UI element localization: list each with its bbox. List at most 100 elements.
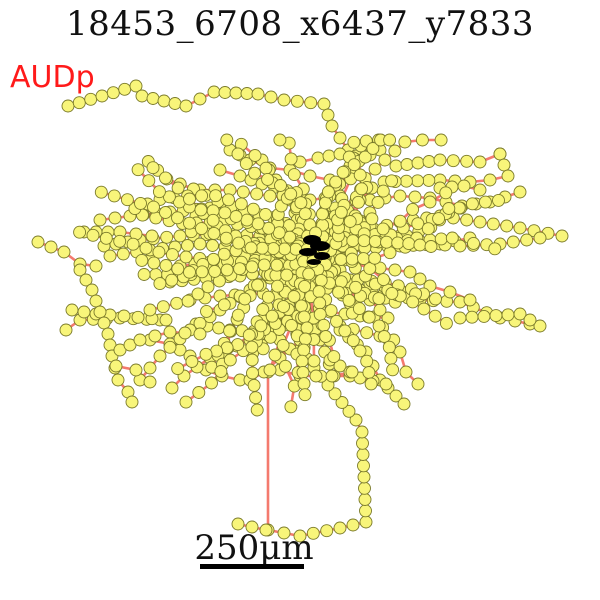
trace-node xyxy=(246,366,259,380)
trace-node xyxy=(403,265,417,279)
trace-node xyxy=(483,173,497,187)
trace-node xyxy=(231,147,245,161)
trace-node xyxy=(453,239,467,253)
trace-node xyxy=(333,521,347,535)
trace-node xyxy=(57,245,71,259)
trace-node xyxy=(165,381,179,395)
trace-node xyxy=(139,241,153,255)
trace-node xyxy=(61,99,75,113)
trace-node xyxy=(368,234,382,248)
trace-node xyxy=(107,189,121,203)
trace-node xyxy=(179,395,193,409)
trace-node xyxy=(79,273,93,287)
trace-node xyxy=(360,326,374,340)
trace-node xyxy=(207,226,221,240)
trace-node xyxy=(73,263,87,277)
trace-node xyxy=(415,133,429,147)
trace-node xyxy=(183,216,196,230)
trace-node xyxy=(245,260,259,274)
trace-node xyxy=(153,349,167,363)
trace-node xyxy=(334,275,348,289)
trace-node xyxy=(218,206,232,220)
trace-node xyxy=(126,237,140,251)
trace-node xyxy=(513,185,527,199)
trace-node xyxy=(247,378,261,392)
scale-bar xyxy=(200,564,304,569)
trace-node xyxy=(333,359,347,373)
trace-node xyxy=(152,245,166,259)
trace-node xyxy=(365,212,379,226)
trace-node xyxy=(118,82,132,96)
scale-bar-label: 250μm xyxy=(194,528,314,568)
trace-node xyxy=(143,303,157,317)
trace-node xyxy=(388,144,402,158)
trace-node xyxy=(513,221,527,235)
trace-node xyxy=(411,156,425,170)
trace-node xyxy=(506,235,520,249)
trace-node xyxy=(434,133,448,147)
trace-node xyxy=(501,169,515,183)
trace-node xyxy=(353,344,367,358)
trace-node xyxy=(263,363,277,377)
trace-node xyxy=(359,515,373,529)
trace-node xyxy=(223,324,237,338)
trace-node xyxy=(246,202,260,216)
trace-node xyxy=(142,174,156,188)
trace-node xyxy=(333,131,347,145)
trace-node xyxy=(44,240,58,254)
trace-node xyxy=(313,307,327,321)
trace-node xyxy=(443,285,457,299)
trace-node xyxy=(428,309,442,323)
trace-node xyxy=(153,277,167,291)
trace-node xyxy=(236,185,250,199)
trace-node xyxy=(234,197,248,211)
trace-node xyxy=(89,294,103,308)
trace-node xyxy=(356,448,370,461)
trace-node xyxy=(391,236,405,250)
trace-node xyxy=(298,388,312,402)
trace-node xyxy=(264,90,278,104)
trace-node xyxy=(219,231,233,245)
trace-node xyxy=(298,207,312,221)
trace-node xyxy=(251,278,265,292)
trace-node xyxy=(533,319,547,333)
trace-node xyxy=(160,230,174,244)
trace-node xyxy=(386,363,400,377)
trace-node xyxy=(244,241,258,255)
soma-fragment xyxy=(307,259,321,265)
trace-node xyxy=(309,369,323,383)
cell-soma xyxy=(299,235,330,265)
trace-node xyxy=(460,154,474,168)
trace-node xyxy=(411,377,425,391)
trace-node xyxy=(314,273,328,287)
trace-node xyxy=(357,234,371,248)
trace-node xyxy=(355,425,369,439)
trace-node xyxy=(214,365,228,378)
trace-node xyxy=(413,272,427,286)
trace-node xyxy=(223,353,237,367)
trace-node xyxy=(497,158,511,172)
trace-node xyxy=(318,196,332,210)
trace-node xyxy=(325,119,339,133)
trace-node xyxy=(473,183,487,197)
trace-node xyxy=(424,240,438,253)
trace-node xyxy=(297,343,311,357)
soma-fragment xyxy=(299,248,317,256)
trace-node xyxy=(145,229,159,243)
trace-node xyxy=(268,348,282,362)
trace-node xyxy=(231,308,245,322)
trace-node xyxy=(315,207,329,221)
trace-node xyxy=(411,217,425,231)
trace-node xyxy=(117,309,131,323)
trace-node xyxy=(194,203,208,217)
trace-node xyxy=(248,166,262,180)
trace-node xyxy=(300,321,314,335)
trace-node xyxy=(463,293,477,307)
trace-node xyxy=(377,273,390,287)
trace-node xyxy=(171,362,185,376)
trace-node xyxy=(77,305,91,319)
trace-node xyxy=(165,273,179,287)
trace-node xyxy=(473,215,487,229)
trace-node xyxy=(439,316,453,330)
trace-node xyxy=(453,311,467,325)
